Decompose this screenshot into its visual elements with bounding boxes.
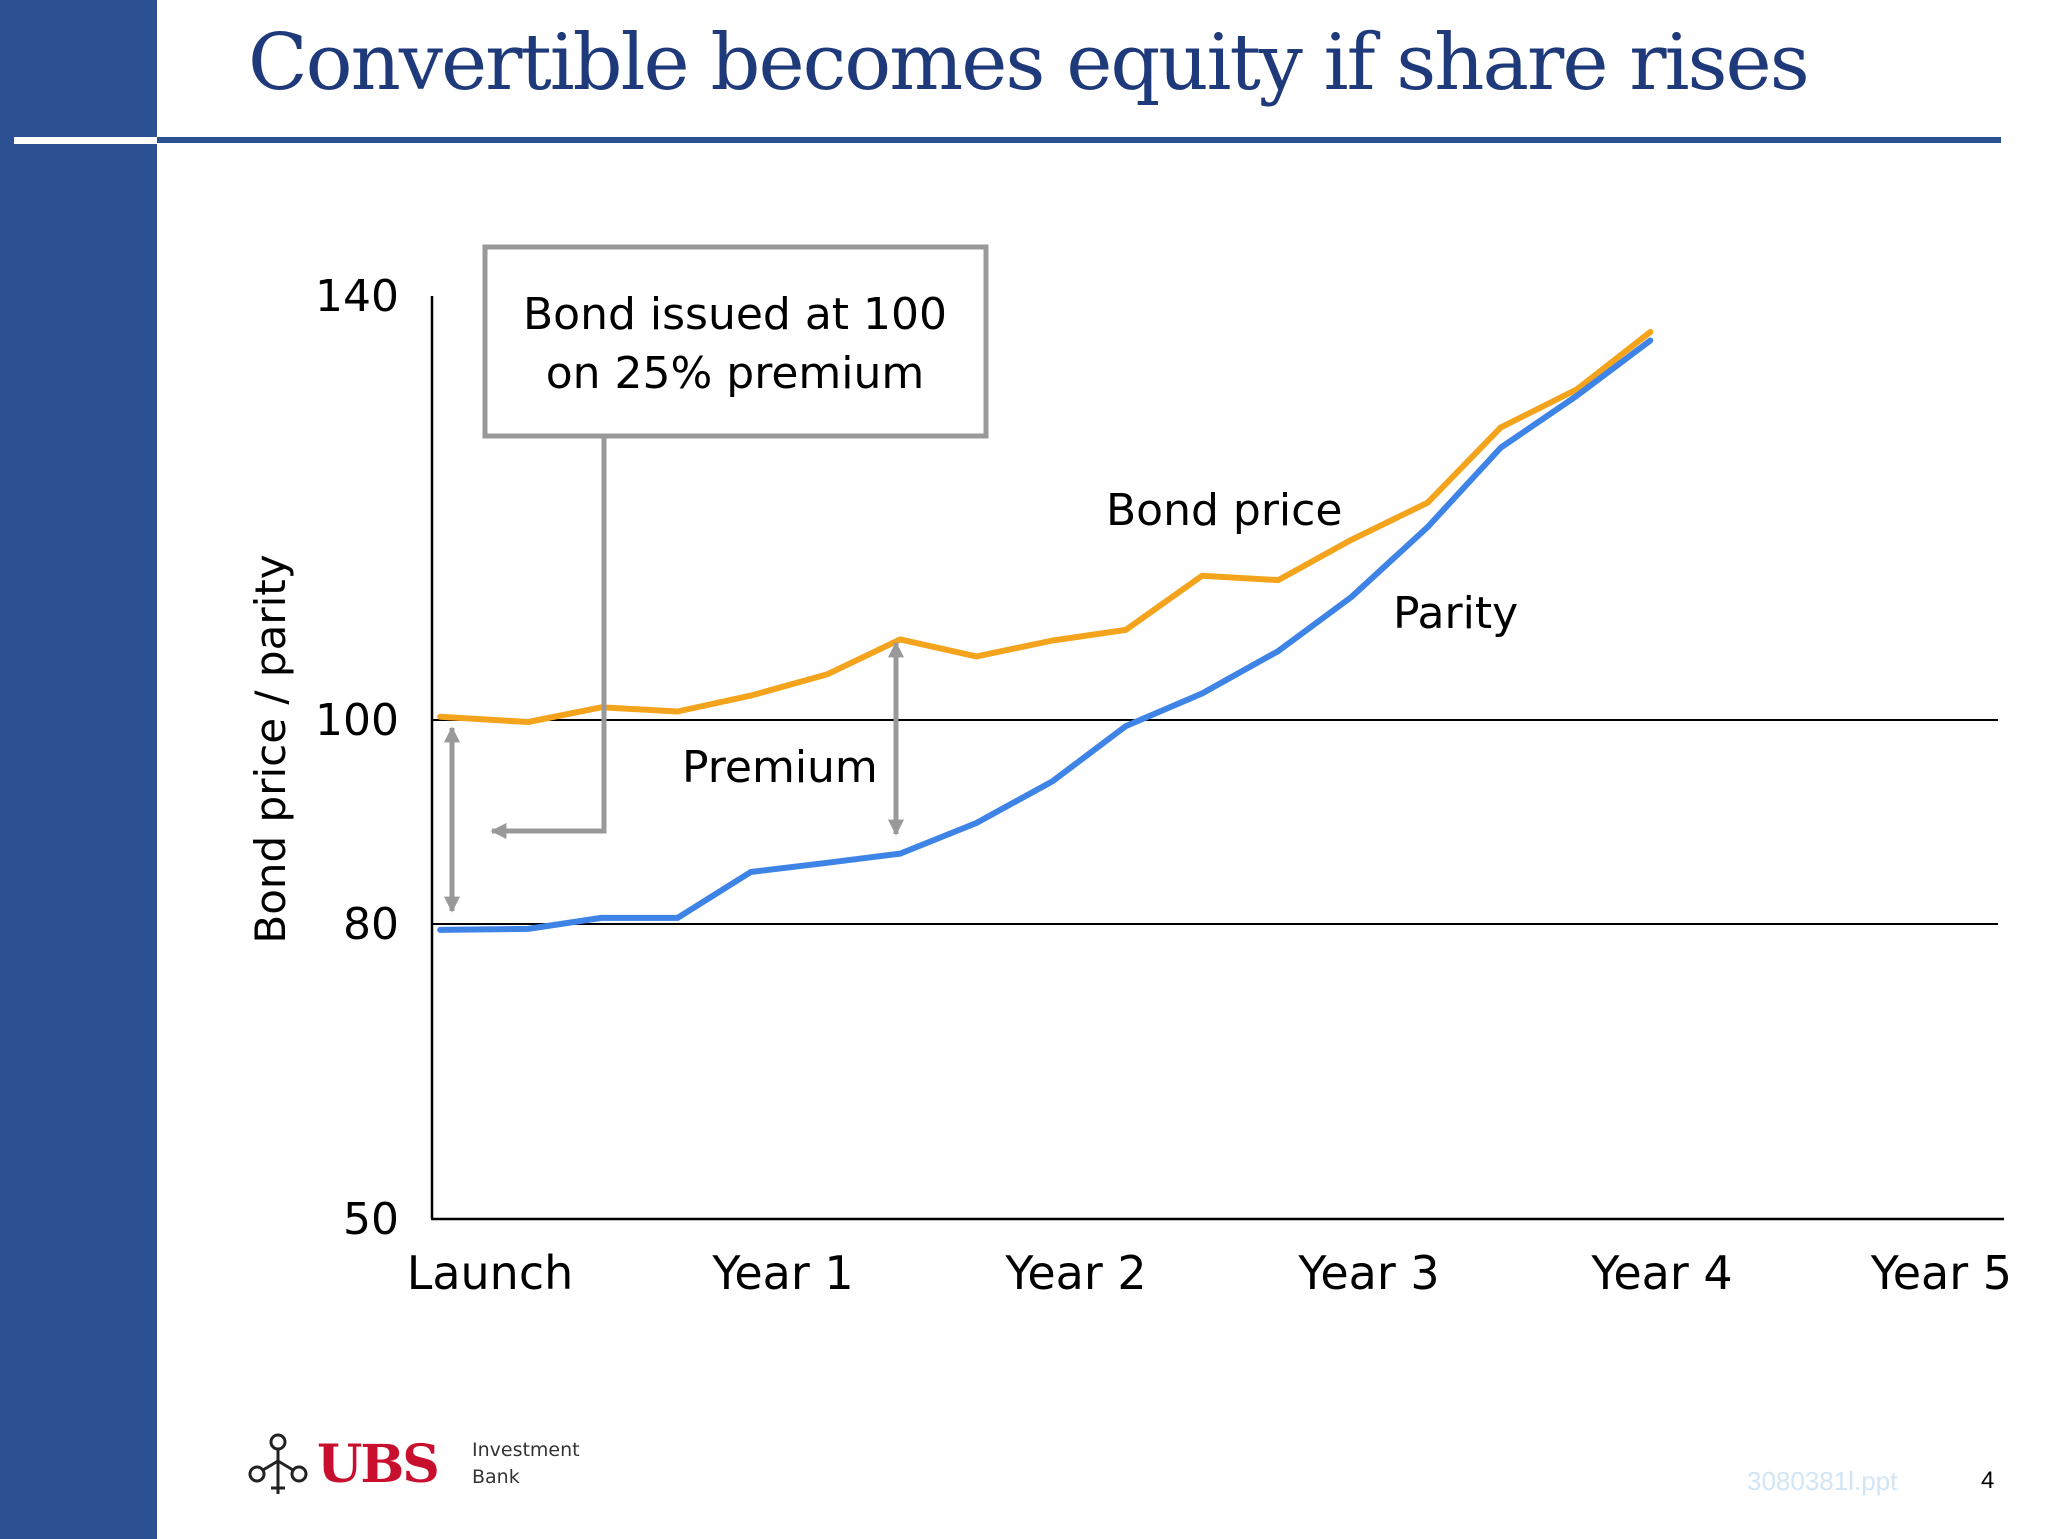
callout-line-1: Bond issued at 100	[523, 289, 947, 340]
ubs-logo: UBS Investment Bank	[243, 1428, 580, 1498]
callout-line-2: on 25% premium	[546, 348, 925, 399]
bond-price-line	[437, 329, 1654, 725]
y-tick-label: 80	[343, 899, 399, 950]
logo-subtitle: Investment Bank	[472, 1439, 580, 1488]
premium-label: Premium	[682, 742, 878, 793]
slide-title: Convertible becomes equity if share rise…	[248, 18, 1810, 108]
parity-label: Parity	[1393, 588, 1518, 639]
x-tick-label: Launch	[407, 1246, 574, 1300]
logo-name: UBS	[317, 1434, 440, 1495]
bond-price-label: Bond price	[1106, 485, 1342, 536]
title-rule	[157, 137, 2001, 143]
callout-arrow	[490, 436, 607, 840]
x-tick-label: Year 2	[1004, 1246, 1146, 1300]
x-tick-label: Year 5	[1870, 1246, 2012, 1300]
parity-line	[437, 337, 1654, 933]
y-tick-label: 140	[315, 271, 399, 322]
page-number: 4	[1981, 1467, 1995, 1494]
file-reference: 3080381l.ppt	[1747, 1466, 1898, 1496]
y-tick-label: 100	[315, 695, 399, 746]
left-accent-bar	[0, 0, 157, 1539]
y-axis-label: Bond price / parity	[246, 554, 295, 943]
three-keys-icon	[248, 1433, 308, 1494]
y-tick-label: 50	[343, 1194, 399, 1245]
x-tick-label: Year 3	[1297, 1246, 1439, 1300]
x-tick-label: Year 1	[711, 1246, 853, 1300]
callout-box	[482, 244, 989, 439]
x-tick-label: Year 4	[1590, 1246, 1732, 1300]
title-rule-gap	[14, 137, 157, 144]
